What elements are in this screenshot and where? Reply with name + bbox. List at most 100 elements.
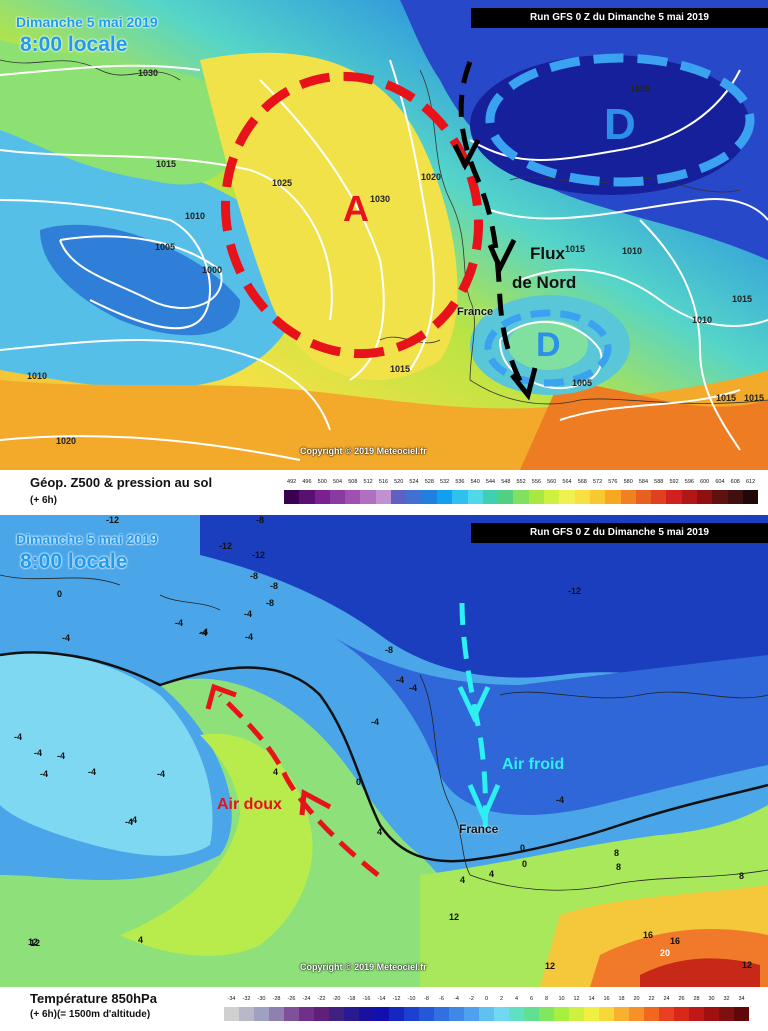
scale-tick-label: 34 — [738, 996, 745, 1002]
scale-swatch — [299, 490, 315, 504]
scale-tick-label: 16 — [603, 996, 610, 1002]
low-pressure-outline-north — [485, 53, 755, 187]
scale-tick-label: 536 — [455, 479, 465, 485]
low-pressure-outline-france — [484, 309, 612, 387]
scale-tick-label: -22 — [317, 996, 326, 1002]
scale-swatch — [389, 1007, 404, 1021]
scale-tick-label: 576 — [608, 479, 618, 485]
scale-tick-label: -26 — [287, 996, 296, 1002]
scale-swatch — [544, 490, 560, 504]
scale-tick-label: 588 — [654, 479, 664, 485]
isobar-label: 1015 — [390, 364, 411, 374]
scale-swatch — [528, 490, 545, 504]
temperature-legend: Température 850hPa (+ 6h)(= 1500m d'alti… — [0, 987, 768, 1031]
color-scale-labels: -34 -32 -30 -28 -26 -24 -22 -20 -18 -16 -14 -12 -10-… — [224, 996, 749, 1002]
isotherm-label: 12 — [742, 960, 753, 970]
scale-tick-label: 32 — [723, 996, 730, 1002]
scale-tick-label: 524 — [409, 479, 419, 485]
scale-swatch — [651, 490, 667, 504]
isotherm-label: -8 — [250, 571, 259, 581]
color-scale-bar — [284, 490, 759, 504]
scale-swatch — [269, 1007, 284, 1021]
isotherm-label: -4 — [125, 817, 134, 827]
isobar-label: 1005 — [630, 84, 651, 94]
scale-tick-label: 556 — [531, 479, 541, 485]
temperature-map — [0, 515, 768, 987]
scale-tick-label: -28 — [272, 996, 281, 1002]
scale-tick-label: 504 — [332, 479, 343, 485]
scale-swatch — [513, 490, 529, 504]
scale-tick-label: -34 — [227, 996, 236, 1002]
isotherm-label: -4 — [14, 732, 23, 742]
isobar-label: 1025 — [272, 178, 293, 188]
model-run-banner: Run GFS 0 Z du Dimanche 5 mai 2019 — [471, 523, 768, 543]
cold-air-arrowhead — [467, 783, 501, 824]
scale-tick-label: 512 — [363, 479, 373, 485]
northerly-flow-arrowhead — [452, 138, 481, 171]
france-low-core — [508, 320, 588, 370]
scale-swatch — [345, 490, 361, 504]
scale-tick-label: 548 — [501, 479, 511, 485]
scale-tick-label: -2 — [469, 996, 474, 1002]
isobar-label: 1010 — [27, 371, 48, 381]
isotherm-label: -12 — [568, 586, 582, 596]
flow-label-line2: de Nord — [512, 273, 577, 292]
scale-swatch — [681, 490, 698, 504]
country-label-france: France — [459, 822, 499, 836]
scale-tick-label: 568 — [577, 479, 587, 485]
isotherm-label: -4 — [88, 767, 97, 777]
scale-tick-label: 18 — [618, 996, 625, 1002]
scale-swatch — [712, 490, 728, 504]
scale-swatch — [329, 490, 346, 504]
scale-swatch — [467, 490, 483, 504]
high-pressure-label: A — [343, 188, 369, 229]
isobar-label: 1005 — [155, 242, 176, 252]
scale-tick-label: -8 — [424, 996, 429, 1002]
scale-swatch — [482, 490, 499, 504]
scale-tick-label: 608 — [730, 479, 740, 485]
isotherm-label: -4 — [244, 609, 253, 619]
scale-swatch — [374, 1007, 389, 1021]
map-local-time: 8:00 locale — [20, 33, 128, 56]
geopotential-map-panel: Dimanche 5 mai 2019 8:00 locale Run GFS … — [0, 0, 768, 470]
scale-tick-label: 22 — [648, 996, 655, 1002]
scale-tick-label: 6 — [529, 996, 534, 1002]
isotherm-label: -8 — [266, 598, 275, 608]
scale-tick-label: 508 — [348, 479, 358, 485]
warm-air-arrowhead — [205, 683, 237, 710]
isotherm-label: 4 — [460, 875, 466, 885]
isotherm-label: 8 — [614, 848, 620, 858]
map-date: Dimanche 5 mai 2019 — [16, 14, 158, 30]
legend-subtitle: (+ 6h) — [30, 495, 57, 506]
scale-tick-label: -20 — [332, 996, 341, 1002]
scale-tick-label: 12 — [573, 996, 580, 1002]
scale-swatch — [697, 490, 713, 504]
scale-swatch — [284, 490, 300, 504]
cold-air-arrow — [459, 602, 488, 836]
scale-tick-label: -24 — [302, 996, 311, 1002]
warm-tongue — [0, 678, 470, 987]
scale-tick-label: 30 — [708, 996, 715, 1002]
green-region-northwest — [0, 40, 238, 185]
scale-tick-label: 8 — [544, 996, 549, 1002]
scale-tick-label: 584 — [638, 479, 649, 485]
scale-swatch — [314, 490, 330, 504]
isotherm-label: 16 — [670, 936, 681, 946]
scale-tick-label: -12 — [392, 996, 401, 1002]
scale-swatch — [666, 490, 682, 504]
color-scale-bar — [224, 1007, 749, 1021]
northerly-flow-arrowhead — [487, 238, 517, 274]
scale-tick-label: 600 — [700, 479, 710, 485]
scale-tick-label: 564 — [562, 479, 572, 485]
isobar-label: 1030 — [370, 194, 391, 204]
isotherm-label: -12 — [106, 515, 120, 525]
scale-tick-label: -18 — [347, 996, 356, 1002]
isotherm-label: 16 — [643, 930, 654, 940]
isotherm-label: -4 — [200, 627, 209, 637]
isotherm-label: 8 — [739, 871, 745, 881]
scale-swatch — [436, 490, 453, 504]
isotherm-label: 12 — [28, 937, 39, 947]
scale-tick-label: 520 — [394, 479, 404, 485]
scale-tick-label: 552 — [516, 479, 526, 485]
isotherm-label: -4 — [40, 769, 49, 779]
